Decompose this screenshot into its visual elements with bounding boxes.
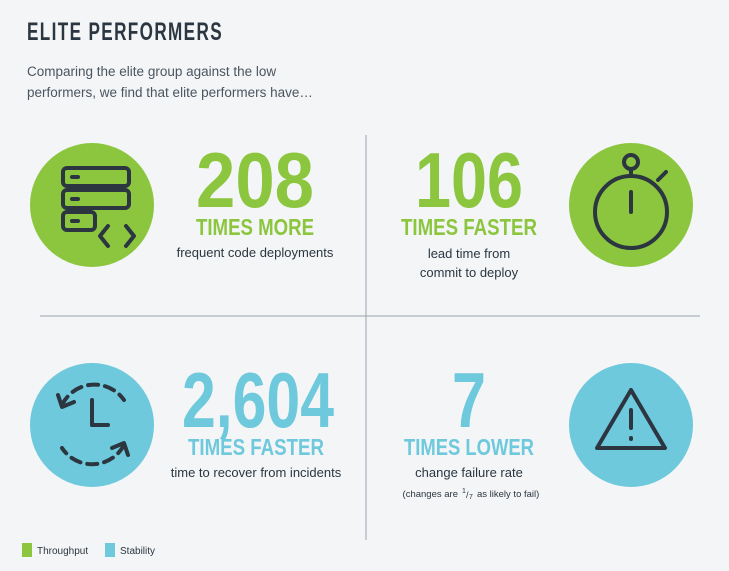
- stat-description: lead time from: [428, 246, 510, 261]
- clock-icon-part: [110, 441, 130, 457]
- server-icon: [61, 166, 136, 248]
- server-icon-part: [98, 224, 110, 248]
- stat-description: frequent code deployments: [177, 245, 334, 260]
- stat-description: time to recover from incidents: [171, 465, 342, 480]
- clock-icon-part: [60, 382, 126, 407]
- server-icon-part: [61, 188, 131, 210]
- legend-swatch: [22, 543, 32, 557]
- server-icon-part: [61, 166, 131, 188]
- subtitle-line: Comparing the elite group against the lo…: [27, 64, 276, 79]
- stat-number: 2,604: [182, 356, 334, 444]
- note: as likely to fail): [477, 489, 539, 500]
- stat-unit: TIMES FASTER: [401, 214, 537, 240]
- stopwatch-icon-part: [656, 170, 668, 182]
- note-numerator: 1: [462, 488, 466, 495]
- title: ELITE PERFORMERS: [27, 18, 223, 46]
- icon-circle: [30, 143, 154, 267]
- clock-icon-part: [56, 393, 76, 409]
- note-denominator: 7: [469, 494, 473, 501]
- stat-number: 208: [196, 136, 314, 224]
- warning-icon-part: [595, 388, 667, 450]
- clock-icon-part: [60, 443, 126, 467]
- stat-unit: TIMES FASTER: [188, 434, 324, 460]
- stat-number: 106: [415, 136, 523, 224]
- legend-label: Throughput: [37, 546, 88, 557]
- note-slash: /: [466, 490, 469, 500]
- clock-icon: [56, 382, 130, 467]
- server-icon-part: [61, 210, 97, 232]
- stopwatch-icon: [593, 153, 669, 250]
- stat-unit: TIMES LOWER: [404, 434, 534, 460]
- server-icon-part: [124, 224, 136, 248]
- stat-description: commit to deploy: [420, 265, 519, 280]
- legend-swatch: [105, 543, 115, 557]
- note: (changes are: [403, 489, 458, 500]
- warning-icon: [595, 388, 667, 450]
- stat-number: 7: [452, 356, 486, 444]
- subtitle-line: performers, we find that elite performer…: [27, 85, 313, 100]
- stat-unit: TIMES MORE: [196, 214, 314, 240]
- legend-label: Stability: [120, 546, 155, 557]
- stat-description: change failure rate: [415, 465, 523, 480]
